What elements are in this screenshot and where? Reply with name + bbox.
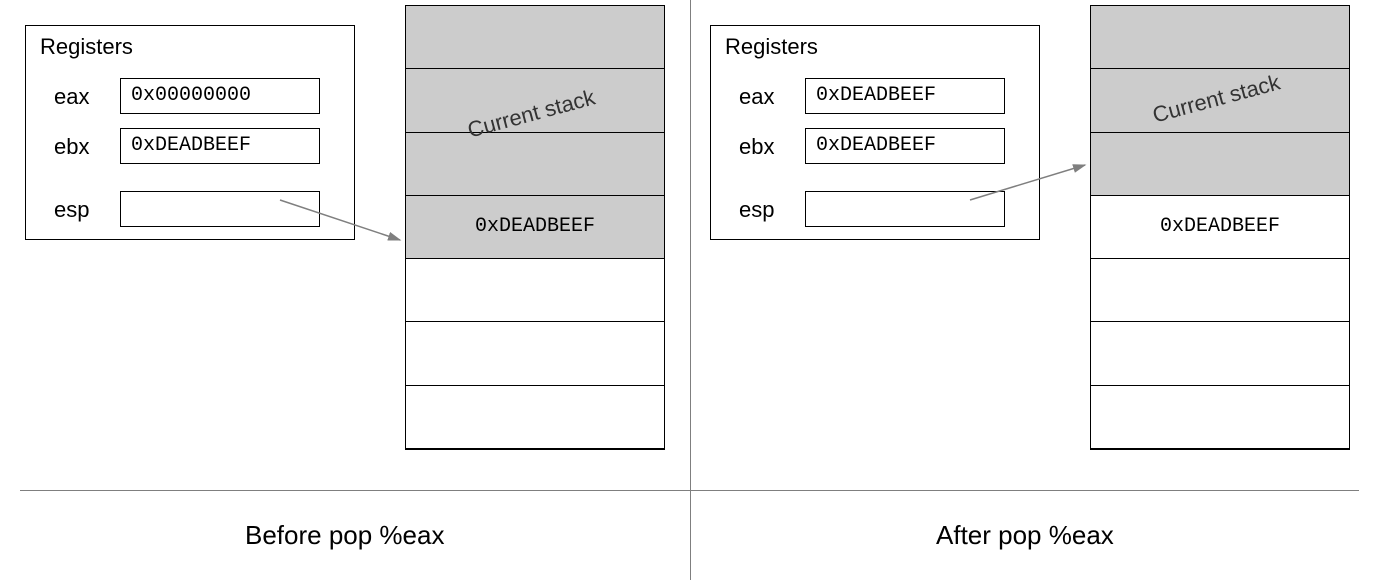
after-caption: After pop %eax xyxy=(936,520,1114,551)
before-reg-label-esp: esp xyxy=(54,197,89,223)
after-stack: 0xDEADBEEF Current stack xyxy=(1090,5,1350,450)
after-reg-value-esp xyxy=(805,191,1005,227)
after-stack-cell-1 xyxy=(1091,69,1349,132)
after-stack-cell-4 xyxy=(1091,259,1349,322)
before-registers-box: Registers eax 0x00000000 ebx 0xDEADBEEF … xyxy=(25,25,355,240)
before-reg-row-ebx: ebx 0xDEADBEEF xyxy=(40,128,340,168)
after-reg-label-esp: esp xyxy=(739,197,774,223)
center-vertical-divider xyxy=(690,0,691,580)
before-stack-cell-5 xyxy=(406,322,664,385)
after-registers-box: Registers eax 0xDEADBEEF ebx 0xDEADBEEF … xyxy=(710,25,1040,240)
before-reg-value-esp xyxy=(120,191,320,227)
horizontal-divider xyxy=(20,490,1359,491)
before-stack-cell-0 xyxy=(406,6,664,69)
after-reg-row-ebx: ebx 0xDEADBEEF xyxy=(725,128,1025,168)
after-stack-cell-3: 0xDEADBEEF xyxy=(1091,196,1349,259)
after-reg-value-ebx: 0xDEADBEEF xyxy=(805,128,1005,164)
after-stack-cell-6 xyxy=(1091,386,1349,449)
before-registers-title: Registers xyxy=(40,34,133,60)
after-reg-label-eax: eax xyxy=(739,84,774,110)
after-reg-row-esp: esp xyxy=(725,191,1025,231)
after-stack-cell-0 xyxy=(1091,6,1349,69)
before-stack-cell-3: 0xDEADBEEF xyxy=(406,196,664,259)
before-stack-cell-4 xyxy=(406,259,664,322)
after-stack-cell-2 xyxy=(1091,133,1349,196)
before-reg-label-ebx: ebx xyxy=(54,134,89,160)
before-stack-cell-1 xyxy=(406,69,664,132)
before-reg-label-eax: eax xyxy=(54,84,89,110)
after-reg-row-eax: eax 0xDEADBEEF xyxy=(725,78,1025,118)
after-registers-title: Registers xyxy=(725,34,818,60)
before-reg-value-eax: 0x00000000 xyxy=(120,78,320,114)
before-stack-cell-2 xyxy=(406,133,664,196)
before-reg-value-ebx: 0xDEADBEEF xyxy=(120,128,320,164)
before-caption: Before pop %eax xyxy=(245,520,444,551)
before-stack-cell-6 xyxy=(406,386,664,449)
after-reg-value-eax: 0xDEADBEEF xyxy=(805,78,1005,114)
before-reg-row-eax: eax 0x00000000 xyxy=(40,78,340,118)
before-stack: 0xDEADBEEF Current stack xyxy=(405,5,665,450)
before-reg-row-esp: esp xyxy=(40,191,340,231)
after-reg-label-ebx: ebx xyxy=(739,134,774,160)
after-stack-cell-5 xyxy=(1091,322,1349,385)
